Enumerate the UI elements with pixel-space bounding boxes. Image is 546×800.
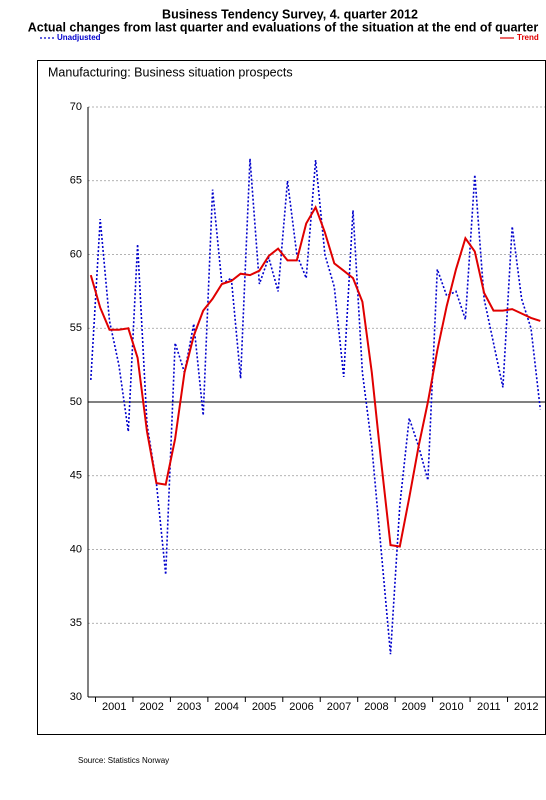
x-tick-label: 2008: [364, 701, 388, 713]
series-line: [90, 158, 542, 655]
y-tick-label: 30: [70, 691, 82, 703]
x-tick-label: 2002: [139, 701, 163, 713]
x-tick-label: 2007: [327, 701, 351, 713]
x-tick-label: 2004: [214, 701, 238, 713]
x-tick-label: 2003: [177, 701, 201, 713]
legend-label: Unadjusted: [57, 33, 101, 42]
y-tick-label: 45: [70, 470, 82, 482]
x-tick-label: 2009: [402, 701, 426, 713]
x-tick-label: 2005: [252, 701, 276, 713]
y-tick-label: 65: [70, 175, 82, 187]
x-tick-label: 2011: [477, 701, 501, 713]
series-line: [89, 204, 541, 548]
y-tick-label: 60: [70, 248, 82, 260]
chart-subtitle: Actual changes from last quarter and eva…: [28, 20, 539, 34]
y-tick-label: 50: [70, 396, 82, 408]
legend-label: Trend: [517, 33, 539, 42]
x-tick-label: 2006: [289, 701, 313, 713]
x-tick-label: 2001: [102, 701, 126, 713]
y-tick-label: 55: [70, 322, 82, 334]
x-tick-label: 2010: [439, 701, 463, 713]
panel-title: Manufacturing: Business situation prospe…: [48, 65, 293, 79]
chart-title: Business Tendency Survey, 4. quarter 201…: [162, 7, 418, 21]
source: Source: Statistics Norway: [78, 756, 169, 765]
y-tick-label: 40: [70, 543, 82, 555]
frame: [37, 60, 546, 735]
x-tick-label: 2012: [514, 701, 538, 713]
y-tick-label: 35: [70, 617, 82, 629]
y-tick-label: 70: [70, 101, 82, 113]
